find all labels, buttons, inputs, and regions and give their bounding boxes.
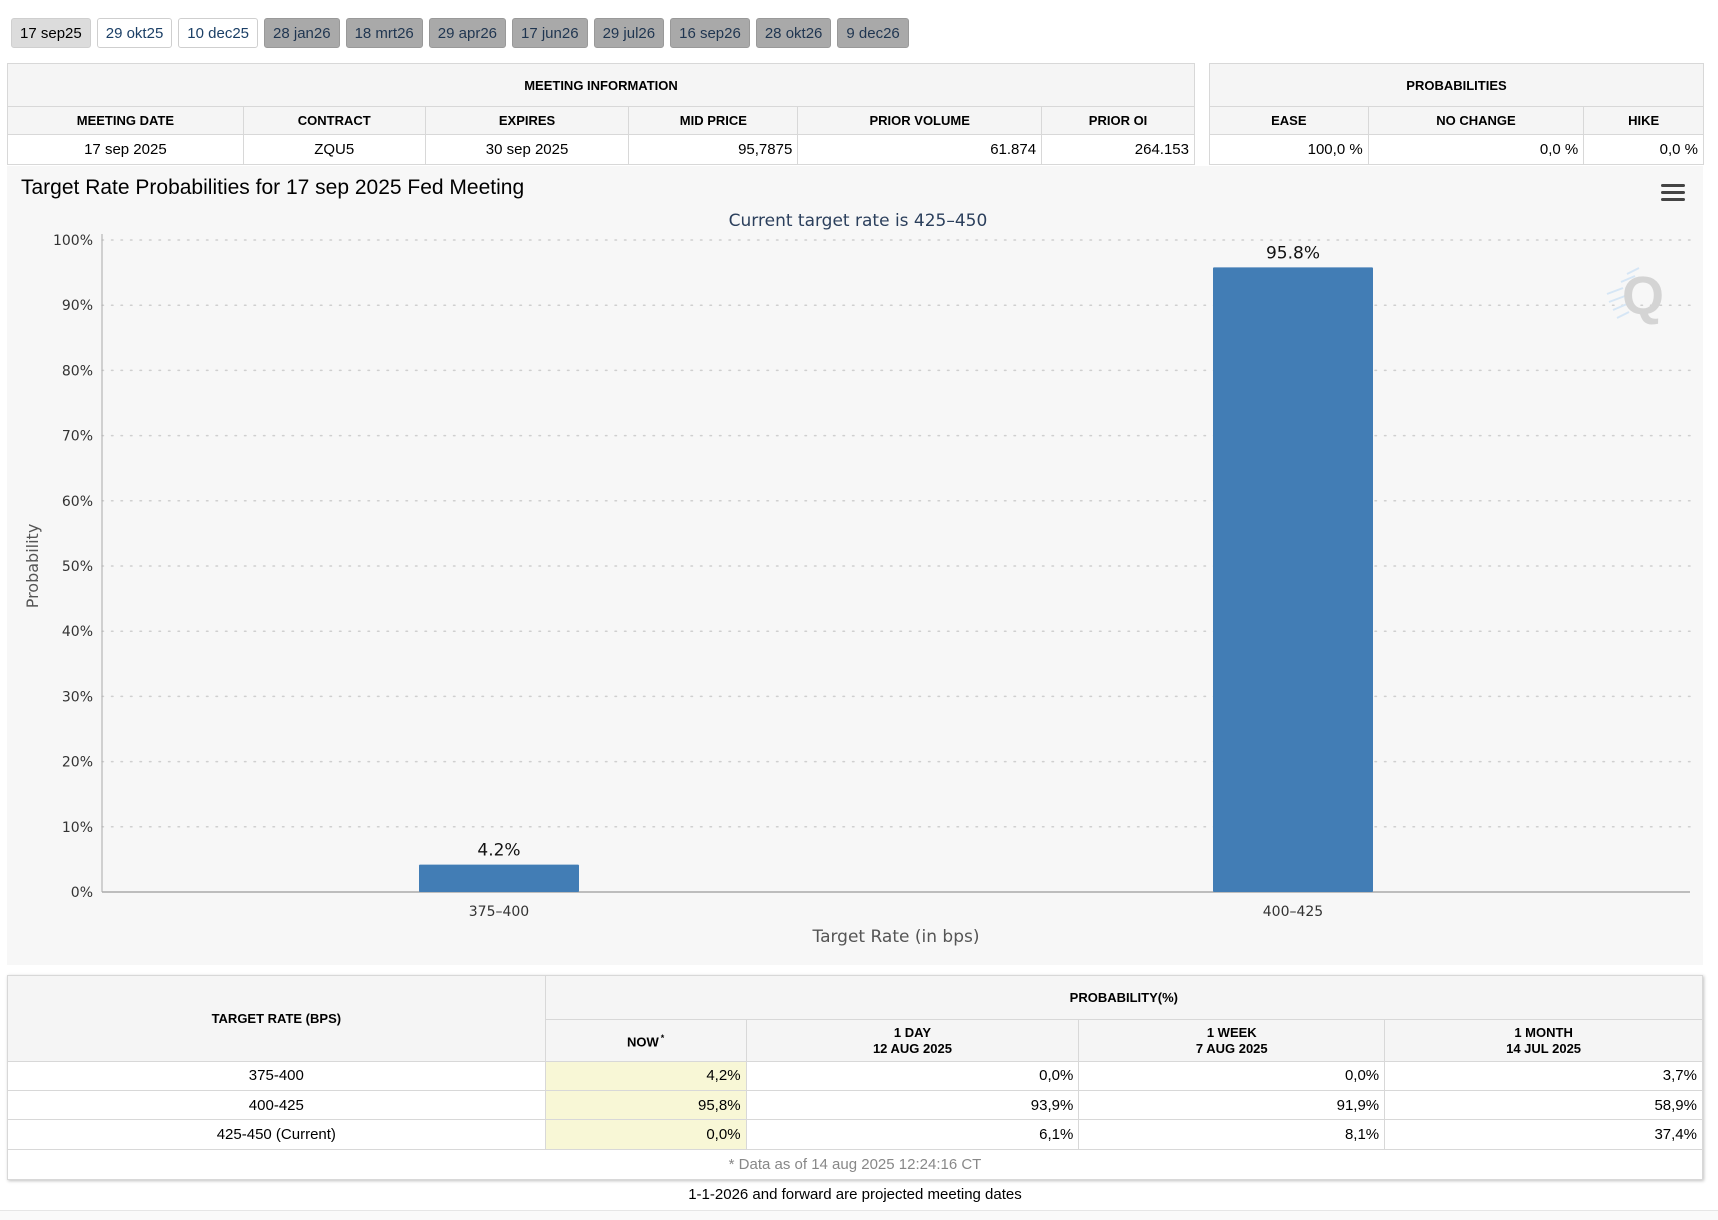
data-label: 4.2% — [477, 841, 520, 861]
bar — [419, 864, 579, 892]
projected-dates-note: 1-1-2026 and forward are projected meeti… — [688, 1186, 1022, 1203]
probability-history-table: TARGET RATE (BPS) PROBABILITY(%) NOW * 1 … — [7, 974, 1704, 1181]
y-tick-label: 30% — [62, 689, 93, 705]
meeting-tab[interactable]: 17 jun26 — [512, 18, 588, 48]
y-axis-title: Probability — [23, 524, 42, 609]
meeting-tab[interactable]: 29 jul26 — [593, 18, 665, 48]
y-tick-label: 50% — [62, 559, 93, 575]
prior-oi-value: 264.153 — [1041, 134, 1195, 165]
y-tick-label: 60% — [62, 494, 93, 510]
column-header: CONTRACT — [242, 106, 426, 135]
y-tick-label: 70% — [62, 429, 93, 445]
prior-volume-value: 61.874 — [797, 134, 1043, 165]
column-header: MID PRICE — [628, 106, 799, 135]
meeting-tab[interactable]: 29 apr26 — [428, 18, 506, 48]
one-month-cell: 37,4% — [1384, 1119, 1703, 1150]
meeting-information-table: MEETING INFORMATION MEETING DATE CONTRAC… — [7, 63, 1195, 165]
meeting-tab[interactable]: 17 sep25 — [11, 18, 91, 48]
no-change-value: 0,0 % — [1367, 134, 1585, 165]
meeting-information-title: MEETING INFORMATION — [7, 63, 1195, 107]
column-header: EXPIRES — [424, 106, 630, 135]
chart-subtitle: Current target rate is 425–450 — [729, 211, 988, 231]
probabilities-table: PROBABILITIES EASE NO CHANGE HIKE 100,0 … — [1209, 63, 1704, 165]
page-divider — [0, 1210, 1718, 1220]
meeting-tab[interactable]: 9 dec26 — [837, 18, 909, 48]
meeting-date-value: 17 sep 2025 — [7, 134, 244, 165]
meeting-tabs: 17 sep25 29 okt25 10 dec25 28 jan26 18 m… — [11, 18, 909, 48]
now-cell: 95,8% — [544, 1090, 747, 1121]
one-week-cell: 0,0% — [1078, 1060, 1386, 1092]
x-axis-title: Target Rate (in bps) — [812, 927, 980, 947]
column-header: NO CHANGE — [1367, 106, 1585, 135]
column-header: PRIOR OI — [1041, 106, 1195, 135]
contract-value: ZQU5 — [242, 134, 426, 165]
one-day-header: 1 DAY 12 AUG 2025 — [745, 1019, 1080, 1062]
one-week-header: 1 WEEK 7 AUG 2025 — [1078, 1019, 1386, 1062]
meeting-tab[interactable]: 18 mrt26 — [345, 18, 423, 48]
meeting-tab[interactable]: 28 jan26 — [264, 18, 340, 48]
chart-title: Target Rate Probabilities for 17 sep 202… — [21, 176, 525, 199]
target-rate-cell: 425-450 (Current) — [7, 1119, 546, 1150]
column-header: PRIOR VOLUME — [797, 106, 1043, 135]
data-timestamp-footnote: * Data as of 14 aug 2025 12:24:16 CT — [7, 1148, 1703, 1181]
probability-chart: 0% 10% 20% 30% 40% 50% 60% 70% 80% 90% 100% 4.2% 375… — [23, 211, 1691, 947]
ease-value: 100,0 % — [1209, 134, 1369, 165]
now-cell: 4,2% — [544, 1060, 747, 1092]
now-cell: 0,0% — [544, 1119, 747, 1150]
one-month-cell: 3,7% — [1384, 1060, 1703, 1092]
y-tick-label: 20% — [62, 755, 93, 771]
one-month-header: 1 MONTH 14 JUL 2025 — [1384, 1019, 1703, 1062]
meeting-tab[interactable]: 29 okt25 — [96, 18, 173, 48]
y-tick-label: 80% — [62, 363, 93, 379]
svg-text:Q: Q — [1622, 266, 1664, 326]
x-tick-label: 375–400 — [469, 904, 529, 920]
y-tick-label: 90% — [62, 298, 93, 314]
bar — [1213, 267, 1373, 892]
probabilities-title: PROBABILITIES — [1209, 63, 1704, 107]
x-tick-label: 400–425 — [1263, 904, 1323, 920]
meeting-tab[interactable]: 16 sep26 — [670, 18, 750, 48]
column-header: HIKE — [1583, 106, 1704, 135]
table-row: 400-425 95,8% 93,9% 91,9% 58,9% — [7, 1090, 1703, 1121]
column-header: MEETING DATE — [7, 106, 244, 135]
one-day-cell: 93,9% — [745, 1090, 1080, 1121]
target-rate-cell: 400-425 — [7, 1090, 546, 1121]
table-row: 375-400 4,2% 0,0% 0,0% 3,7% — [7, 1060, 1703, 1092]
now-header: NOW * — [544, 1019, 747, 1062]
one-day-cell: 0,0% — [745, 1060, 1080, 1092]
y-tick-label: 0% — [71, 885, 93, 901]
hamburger-menu-icon[interactable] — [1661, 184, 1685, 204]
target-rate-header: TARGET RATE (BPS) — [7, 975, 546, 1062]
expires-value: 30 sep 2025 — [424, 134, 630, 165]
quikstrike-logo-icon: Q — [1606, 266, 1664, 326]
target-rate-cell: 375-400 — [7, 1060, 546, 1092]
y-tick-label: 10% — [62, 820, 93, 836]
table-row: 425-450 (Current) 0,0% 6,1% 8,1% 37,4% — [7, 1119, 1703, 1150]
one-week-cell: 91,9% — [1078, 1090, 1386, 1121]
column-header: EASE — [1209, 106, 1369, 135]
y-tick-label: 40% — [62, 624, 93, 640]
meeting-tab[interactable]: 10 dec25 — [178, 18, 259, 48]
hike-value: 0,0 % — [1583, 134, 1704, 165]
probability-header: PROBABILITY(%) — [544, 974, 1704, 1021]
mid-price-value: 95,7875 — [628, 134, 799, 165]
chart-panel: 0% 10% 20% 30% 40% 50% 60% 70% 80% 90% 100% 4.2% 375… — [7, 166, 1703, 965]
meeting-tab[interactable]: 28 okt26 — [755, 18, 832, 48]
data-label: 95.8% — [1266, 243, 1320, 263]
one-month-cell: 58,9% — [1384, 1090, 1703, 1121]
y-tick-label: 100% — [53, 233, 93, 249]
one-week-cell: 8,1% — [1078, 1119, 1386, 1150]
one-day-cell: 6,1% — [745, 1119, 1080, 1150]
